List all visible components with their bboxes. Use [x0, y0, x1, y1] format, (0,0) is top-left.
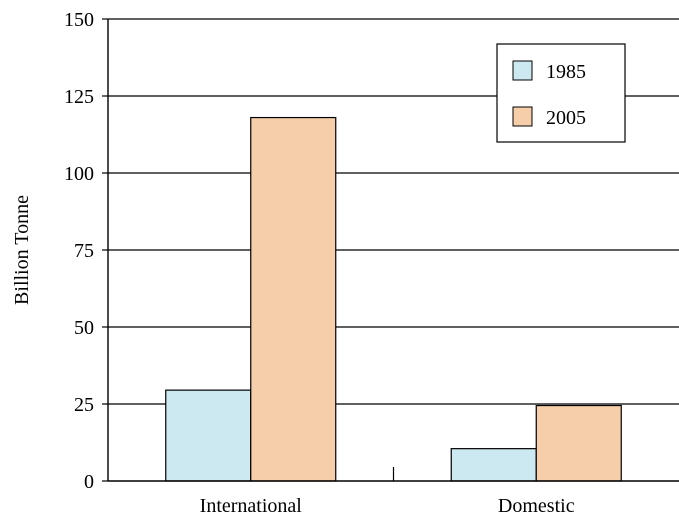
y-tick-label-25: 25: [74, 394, 94, 416]
gridlines: [108, 18, 679, 405]
legend-label-2005: 2005: [546, 107, 586, 129]
y-tick-labels: 0 25 50 75 100 125 150: [64, 9, 108, 493]
legend-swatch-1985: [512, 60, 533, 81]
legend-swatch-2005: [512, 106, 533, 127]
bar-international-2005: [250, 116, 337, 482]
bars: [165, 116, 622, 482]
y-tick-label-125: 125: [64, 86, 94, 108]
y-axis-title: Billion Tonne: [11, 195, 33, 305]
y-tick-label-0: 0: [84, 471, 94, 493]
y-tick-label-150: 150: [64, 9, 94, 31]
y-tick-label-100: 100: [64, 163, 94, 185]
legend: 1985 2005: [496, 43, 626, 143]
y-tick-label-50: 50: [74, 317, 94, 339]
legend-label-1985: 1985: [546, 61, 586, 83]
y-tick-label-75: 75: [74, 240, 94, 262]
x-tick-label-international: International: [200, 495, 303, 517]
bar-international-1985: [165, 389, 252, 482]
bar-domestic-2005: [535, 404, 622, 482]
x-tick-label-domestic: Domestic: [498, 495, 575, 517]
bar-domestic-1985: [450, 448, 537, 482]
x-tick-labels: International Domestic: [200, 495, 575, 517]
